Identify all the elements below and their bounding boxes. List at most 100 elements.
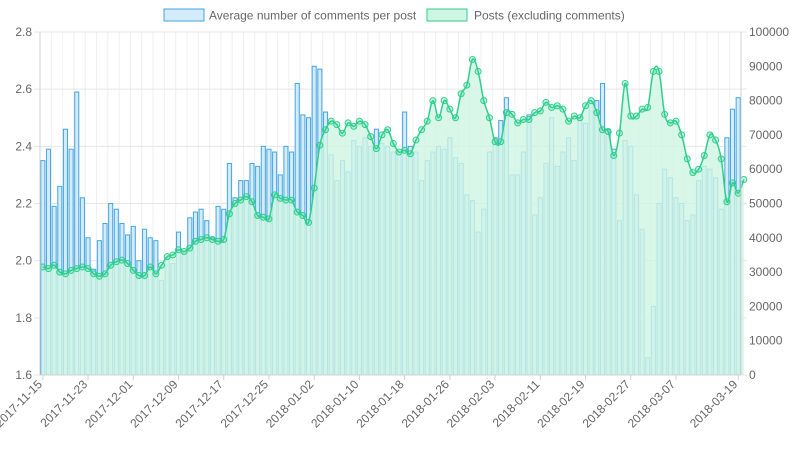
posts-point [316, 141, 324, 149]
right-tick-label: 30000 [749, 265, 783, 279]
posts-point [593, 109, 601, 117]
right-tick-label: 50000 [749, 197, 783, 211]
x-tick-label: 2018-01-26 [399, 377, 453, 431]
right-tick-label: 90000 [749, 59, 783, 73]
posts-point [429, 97, 437, 105]
left-tick-label: 2.4 [15, 139, 32, 153]
x-tick-label: 2018-03-19 [687, 377, 741, 431]
posts-point [632, 112, 640, 120]
posts-point [203, 234, 211, 242]
posts-point [338, 129, 346, 137]
right-tick-label: 20000 [749, 299, 783, 313]
posts-point [248, 198, 256, 206]
posts-point [519, 115, 527, 123]
posts-point [717, 155, 725, 163]
left-tick-label: 2.0 [15, 254, 32, 268]
posts-point [627, 112, 635, 120]
posts-point [729, 179, 737, 187]
posts-point [638, 105, 646, 113]
posts-point [548, 103, 556, 111]
legend-label: Average number of comments per post [209, 9, 417, 23]
right-tick-label: 10000 [749, 334, 783, 348]
posts-point [367, 133, 375, 141]
posts-point [220, 236, 228, 244]
posts-point [553, 102, 561, 110]
posts-point [576, 114, 584, 122]
posts-point [141, 272, 149, 280]
legend-swatch [426, 8, 468, 22]
posts-point [327, 117, 335, 125]
posts-point [497, 138, 505, 146]
posts-point [39, 263, 47, 271]
posts-point [406, 150, 414, 158]
posts-point [615, 129, 623, 137]
left-tick-label: 2.6 [15, 82, 32, 96]
posts-point [389, 139, 397, 147]
posts-point [723, 198, 731, 206]
posts-point [321, 126, 329, 134]
posts-point [689, 169, 697, 177]
right-tick-label: 0 [749, 368, 756, 382]
posts-point [305, 218, 313, 226]
posts-point [191, 237, 199, 245]
posts-point [242, 193, 250, 201]
posts-point [129, 266, 137, 274]
left-tick-label: 1.8 [15, 311, 32, 325]
x-tick-label: 2018-03-07 [625, 377, 679, 431]
posts-point [78, 263, 86, 271]
posts-point [56, 268, 64, 276]
posts-point [423, 117, 431, 125]
posts-point [559, 105, 567, 113]
posts-point [67, 266, 75, 274]
posts-point [118, 256, 126, 264]
x-tick-label: 2018-02-27 [580, 377, 634, 431]
posts-point [485, 114, 493, 122]
x-tick-label: 2018-01-18 [353, 377, 407, 431]
posts-point [333, 121, 341, 129]
right-tick-label: 100000 [749, 25, 789, 39]
x-tick-label: 2018-01-10 [308, 377, 362, 431]
posts-point [158, 261, 166, 269]
left-tick-label: 1.6 [15, 368, 32, 382]
posts-point [570, 112, 578, 120]
x-tick-label: 2018-02-03 [444, 377, 498, 431]
posts-point [288, 196, 296, 204]
posts-point [734, 189, 742, 197]
posts-point [525, 115, 533, 123]
posts-point [231, 200, 239, 207]
posts-point [175, 246, 183, 254]
posts-point [237, 196, 245, 204]
posts-point [282, 196, 290, 204]
posts-point [683, 155, 691, 163]
posts-point [135, 272, 143, 280]
posts-point [587, 97, 595, 105]
posts-point [107, 261, 115, 269]
posts-point [649, 67, 657, 75]
posts-point [621, 79, 629, 87]
posts-point [384, 126, 392, 134]
x-tick-label: 2017-12-09 [127, 377, 181, 431]
posts-point [378, 131, 386, 139]
posts-point [468, 55, 476, 63]
line-series [39, 55, 748, 376]
posts-point [355, 117, 363, 125]
posts-point [418, 126, 426, 134]
posts-point [225, 210, 233, 218]
posts-point [146, 263, 154, 271]
posts-point [372, 145, 380, 153]
posts-point [310, 184, 318, 192]
right-tick-label: 40000 [749, 231, 783, 245]
x-tick-label: 2017-12-25 [218, 377, 272, 431]
posts-point [197, 236, 205, 244]
posts-point [446, 105, 454, 113]
posts-point [152, 270, 160, 278]
right-tick-label: 60000 [749, 162, 783, 176]
left-tick-label: 2.2 [15, 197, 32, 211]
posts-point [502, 109, 510, 117]
posts-point [661, 110, 669, 118]
x-tick-label: 2018-01-02 [263, 377, 317, 431]
posts-point [112, 258, 120, 266]
posts-point [610, 151, 618, 159]
legend-swatch [163, 8, 205, 22]
